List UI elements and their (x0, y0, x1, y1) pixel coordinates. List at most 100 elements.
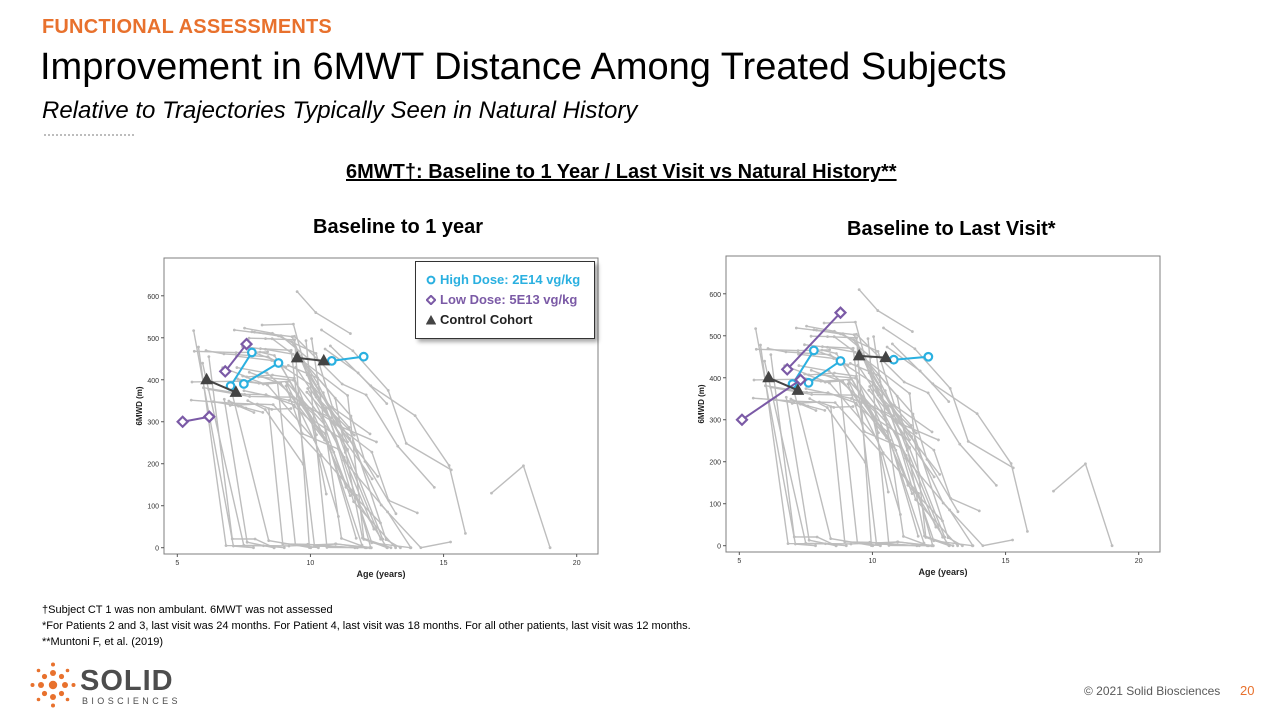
natural-history-point (797, 364, 801, 367)
natural-history-point (867, 369, 871, 373)
natural-history-point (834, 352, 838, 355)
natural-history-point (320, 328, 323, 332)
section-title: 6MWT†: Baseline to 1 Year / Last Visit v… (346, 161, 897, 183)
natural-history-point (1009, 462, 1013, 465)
natural-history-point (379, 503, 383, 507)
natural-history-point (854, 332, 858, 336)
natural-history-point (282, 546, 286, 550)
natural-history-line (303, 361, 388, 549)
natural-history-point (310, 337, 314, 341)
natural-history-point (938, 473, 942, 476)
x-axis-label: Age (years) (918, 567, 967, 577)
natural-history-point (807, 538, 811, 542)
company-logo: SOLID BIOSCIENCES (30, 662, 200, 710)
natural-history-point (879, 396, 883, 400)
natural-history-point (809, 334, 813, 338)
low-dose-point (793, 373, 808, 387)
natural-history-point (419, 546, 423, 550)
natural-history-point (286, 364, 290, 367)
natural-history-point (981, 544, 985, 548)
footnotes: †Subject CT 1 was non ambulant. 6MWT was… (42, 602, 691, 650)
natural-history-point (949, 496, 953, 500)
natural-history-point (1026, 529, 1029, 533)
natural-history-point (805, 324, 808, 328)
low-dose-point (218, 364, 232, 378)
natural-history-point (828, 353, 832, 357)
y-tick-label: 100 (709, 502, 721, 509)
natural-history-point (330, 416, 334, 420)
natural-history-point (885, 430, 889, 433)
natural-history-point (370, 477, 374, 481)
natural-history-point (947, 544, 951, 548)
natural-history-point (368, 432, 372, 436)
natural-history-point (925, 544, 929, 548)
natural-history-point (394, 546, 397, 550)
legend-item-high: High Dose: 2E14 vg/kg (426, 272, 580, 287)
natural-history-point (385, 402, 389, 406)
natural-history-point (364, 393, 368, 397)
natural-history-point (291, 322, 295, 326)
natural-history-point (348, 494, 352, 498)
natural-history-point (848, 362, 852, 365)
natural-history-point (464, 531, 467, 535)
natural-history-point (207, 355, 211, 359)
natural-history-point (287, 399, 291, 402)
natural-history-point (822, 321, 826, 325)
natural-history-point (337, 515, 340, 518)
natural-history-point (360, 543, 364, 547)
natural-history-point (340, 536, 343, 540)
natural-history-point (922, 541, 926, 545)
high-dose-point (803, 377, 814, 388)
natural-history-point (820, 348, 824, 352)
natural-history-point (868, 540, 872, 544)
natural-history-line (830, 406, 917, 547)
natural-history-point (323, 347, 327, 351)
x-tick-label: 5 (175, 560, 179, 567)
natural-history-point (833, 401, 837, 405)
natural-history-point (224, 544, 228, 548)
logo-mark-icon (30, 662, 76, 708)
y-tick-label: 200 (147, 462, 159, 469)
natural-history-point (292, 334, 296, 338)
control-point (229, 385, 243, 397)
natural-history-point (807, 373, 811, 377)
natural-history-point (815, 535, 819, 539)
natural-history-point (849, 377, 853, 381)
natural-history-point (932, 448, 936, 452)
footnote-1: †Subject CT 1 was non ambulant. 6MWT was… (42, 604, 333, 616)
natural-history-point (348, 437, 351, 440)
natural-history-point (882, 326, 885, 330)
natural-history-point (242, 389, 246, 393)
natural-history-point (786, 542, 790, 546)
natural-history-point (305, 390, 309, 394)
diamond-marker-icon (426, 294, 436, 305)
natural-history-point (266, 355, 270, 359)
low-line (786, 311, 842, 371)
natural-history-point (271, 403, 275, 407)
natural-history-point (752, 378, 756, 382)
natural-history-point (851, 405, 855, 408)
natural-history-line (243, 389, 379, 477)
natural-history-point (766, 347, 770, 350)
natural-history-point (910, 492, 914, 496)
x-tick-label: 10 (307, 560, 315, 567)
low-dose-point (176, 415, 190, 429)
natural-history-point (314, 311, 318, 314)
high-dose-point (358, 351, 369, 362)
natural-history-point (387, 498, 391, 502)
natural-history-point (908, 445, 911, 449)
natural-history-point (823, 380, 827, 384)
natural-history-point (754, 347, 758, 351)
natural-history-point (941, 519, 944, 523)
natural-history-point (323, 432, 327, 435)
natural-history-point (977, 509, 981, 513)
natural-history-point (1052, 489, 1055, 493)
natural-history-point (890, 342, 894, 346)
natural-history-point (289, 348, 293, 352)
natural-history-point (271, 373, 274, 377)
natural-history-point (876, 349, 880, 353)
natural-history-point (295, 290, 299, 293)
control-point (290, 350, 304, 363)
natural-history-point (306, 387, 310, 390)
natural-history-point (250, 330, 254, 334)
